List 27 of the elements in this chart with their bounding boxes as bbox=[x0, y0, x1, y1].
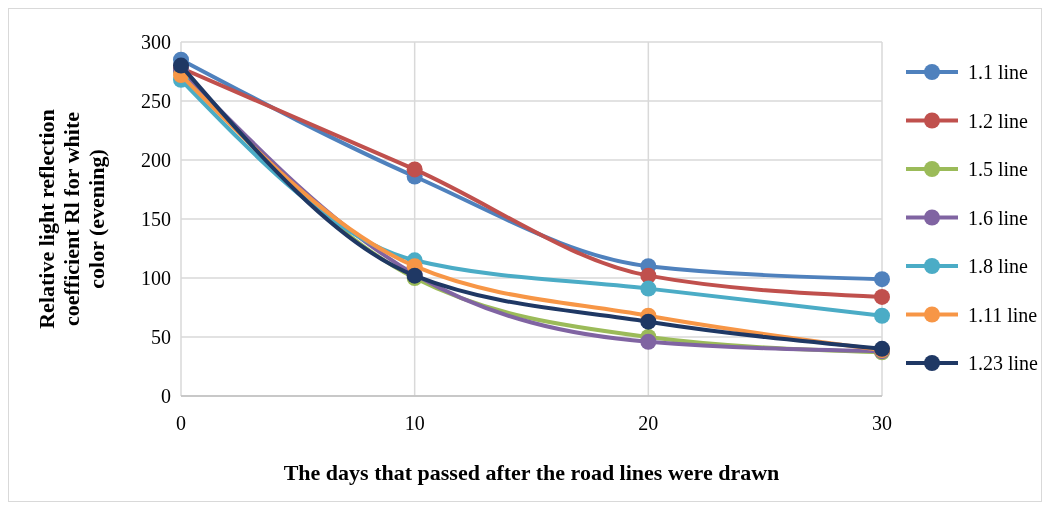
legend-label: 1.2 line bbox=[968, 109, 1029, 132]
legend-label: 1.6 line bbox=[968, 206, 1029, 229]
y-tick-label: 300 bbox=[141, 31, 171, 53]
y-tick-label: 0 bbox=[161, 385, 171, 407]
x-axis-title: The days that passed after the road lines were drawn bbox=[283, 460, 780, 485]
y-tick-label: 100 bbox=[141, 267, 171, 289]
legend-label: 1.5 line bbox=[968, 158, 1029, 180]
x-tick-label: 10 bbox=[404, 412, 425, 434]
y-tick-label: 250 bbox=[141, 90, 171, 112]
legend-label: 1.11 line bbox=[968, 303, 1038, 326]
point bbox=[640, 313, 657, 330]
x-tick-label: 0 bbox=[176, 412, 186, 434]
y-tick-label: 200 bbox=[141, 149, 171, 171]
y-axis-title: Relative light reflection coefficient Rl for white color (evening) bbox=[34, 109, 109, 329]
point bbox=[640, 280, 657, 297]
point bbox=[640, 333, 657, 350]
point bbox=[406, 161, 423, 178]
x-tick-label: 20 bbox=[638, 412, 659, 434]
legend-label: 1.1 line bbox=[968, 61, 1029, 83]
x-tick-label: 30 bbox=[872, 412, 892, 434]
legend-label: 1.8 line bbox=[968, 255, 1029, 277]
y-tick-label: 150 bbox=[141, 208, 171, 230]
y-tick-label: 50 bbox=[151, 326, 171, 348]
point bbox=[874, 288, 890, 305]
point bbox=[874, 271, 890, 288]
point bbox=[874, 307, 890, 324]
legend-label: 1.23 line bbox=[968, 352, 1039, 374]
